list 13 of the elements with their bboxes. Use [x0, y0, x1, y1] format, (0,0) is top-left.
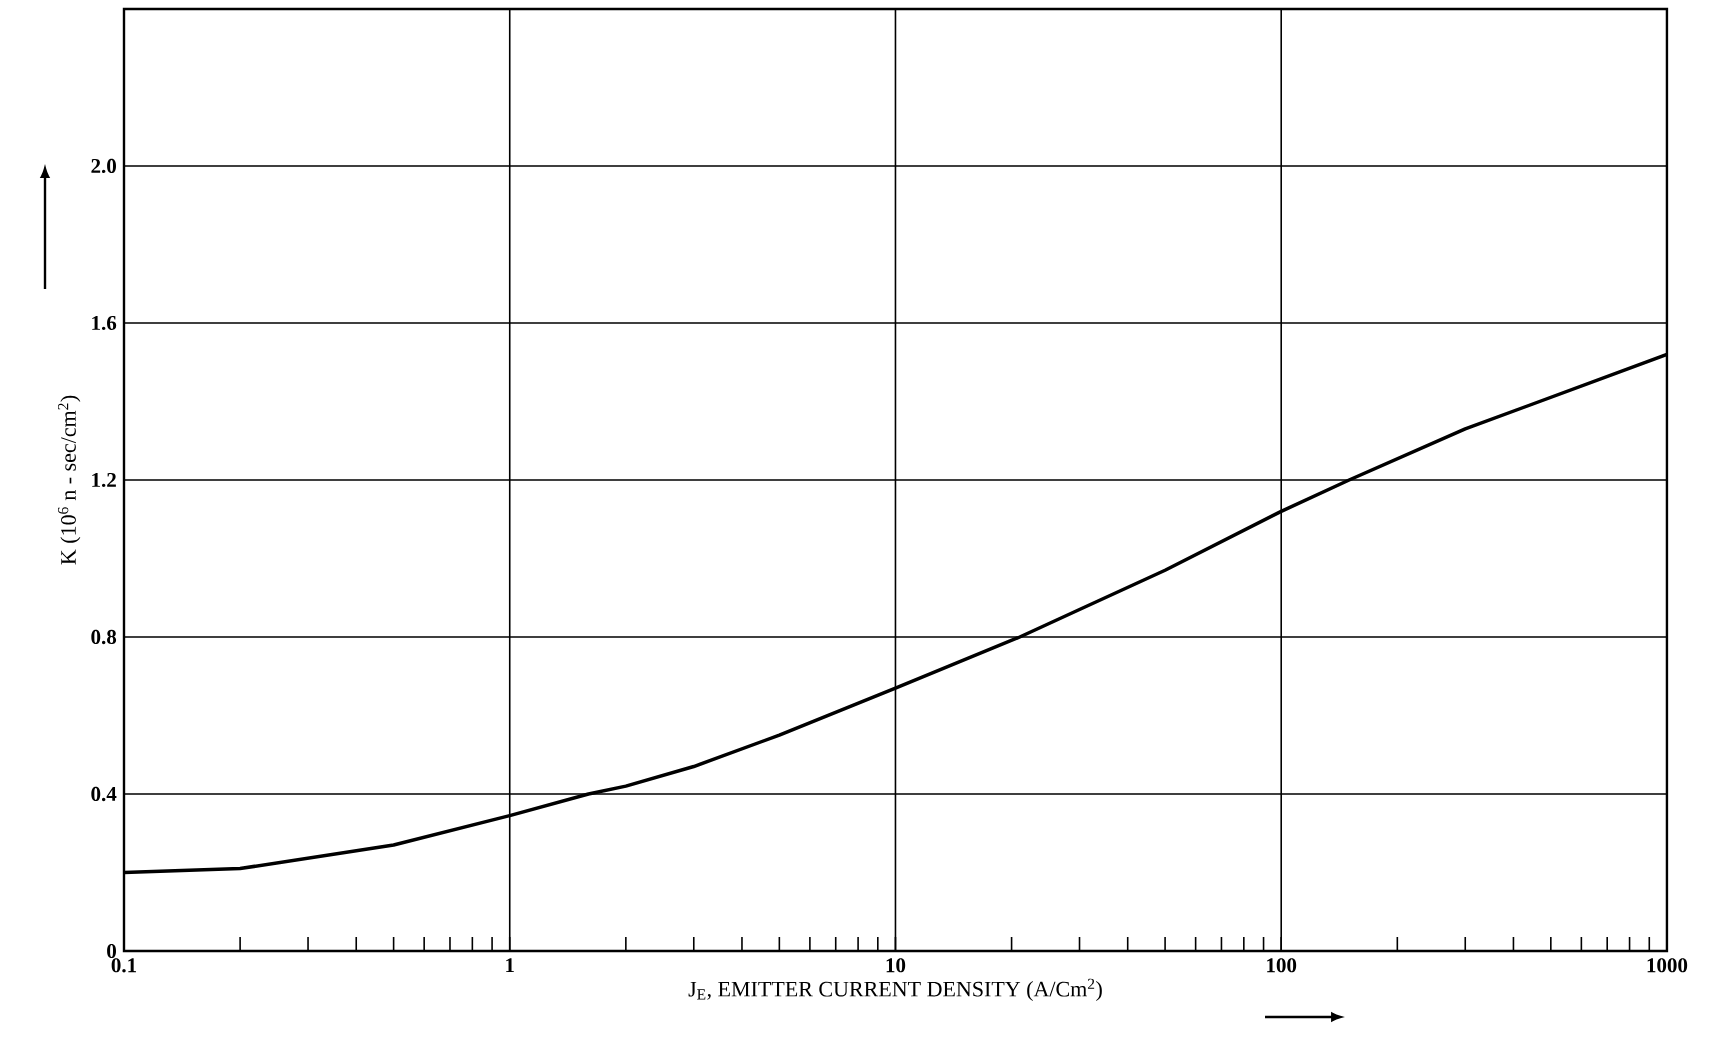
x-tick-label: 1000 [1647, 958, 1688, 973]
y-tick-label: 2.0 [91, 158, 116, 174]
x-axis-title: J$_{E}$, EMITTER CURRENT DENSITY (A/Cm$^{2}$) [688, 978, 1102, 1002]
x-tick-label: 1 [506, 958, 514, 973]
y-axis-title: K (10$^{6}$ n - sec/cm$^{2}$) [57, 395, 81, 565]
y-tick-label: 0.8 [91, 629, 117, 645]
y-tick-label: 1.2 [92, 472, 116, 488]
y-tick-label: 0 [107, 943, 116, 959]
x-tick-label: 0.1 [111, 958, 137, 973]
y-tick-label: 0.4 [91, 786, 117, 802]
y-tick-label: 1.6 [92, 315, 117, 331]
x-tick-label: 10 [886, 958, 906, 973]
x-tick-label: 100 [1267, 958, 1297, 973]
